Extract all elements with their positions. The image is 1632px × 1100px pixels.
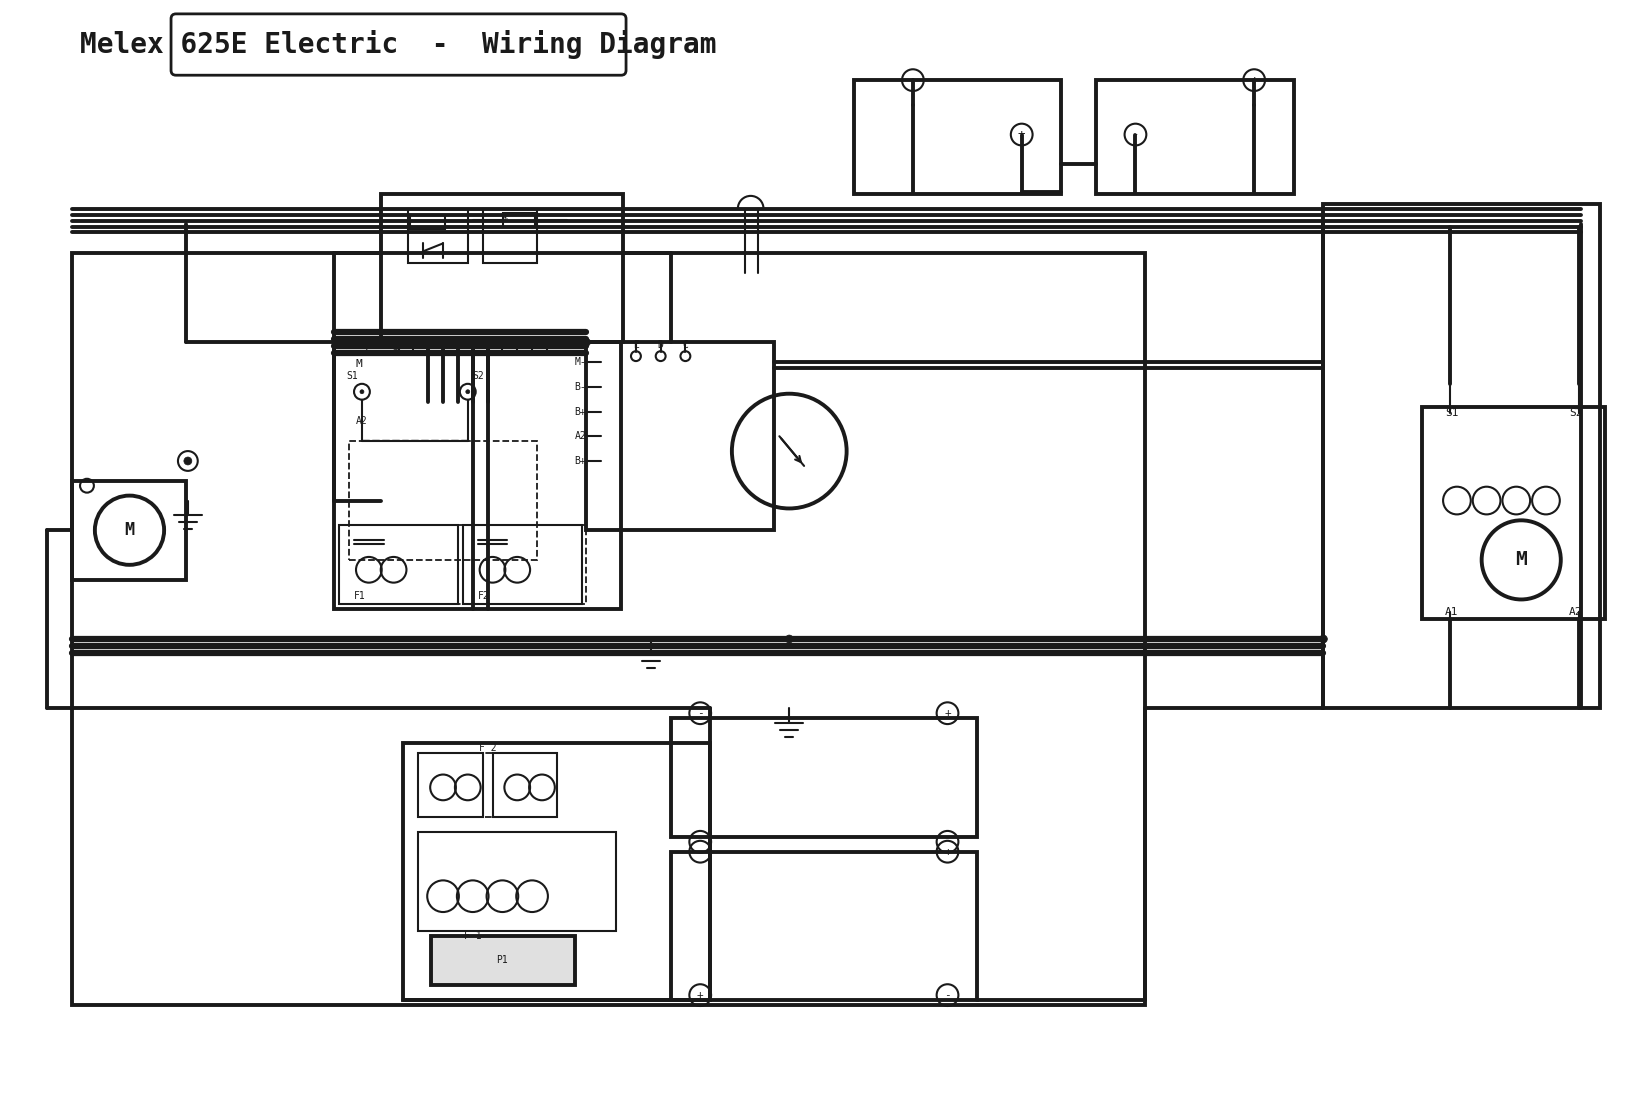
Bar — [335, 342, 620, 609]
Text: +: + — [943, 708, 950, 718]
Bar — [462, 526, 581, 604]
Text: -: - — [697, 708, 703, 718]
Text: -: - — [697, 847, 703, 857]
Text: S2: S2 — [1568, 408, 1581, 418]
Bar — [503, 212, 535, 227]
Circle shape — [184, 456, 191, 465]
Text: +: + — [1250, 74, 1257, 87]
Bar — [418, 752, 557, 817]
Bar — [403, 742, 710, 1000]
Text: F   e: F e — [364, 342, 398, 352]
Text: B-: B- — [574, 382, 586, 392]
Bar — [671, 851, 976, 1000]
Text: M-: M- — [574, 358, 586, 367]
Text: A2: A2 — [1568, 607, 1581, 617]
Text: A2: A2 — [574, 431, 586, 441]
Bar — [1322, 204, 1599, 708]
Bar — [339, 526, 457, 604]
Bar — [671, 718, 976, 837]
Bar — [483, 209, 537, 263]
Bar — [349, 441, 537, 560]
Bar — [854, 80, 1061, 194]
Text: F 1: F 1 — [463, 931, 481, 940]
Text: B+: B+ — [574, 456, 586, 466]
Text: +: + — [697, 990, 703, 1000]
Text: S2: S2 — [473, 371, 485, 381]
Text: F2: F2 — [478, 591, 490, 601]
Bar — [410, 214, 446, 229]
Circle shape — [785, 635, 793, 643]
Text: +: + — [1017, 128, 1025, 141]
Text: A1: A1 — [1444, 607, 1457, 617]
Bar — [1421, 407, 1604, 619]
Text: *: * — [501, 214, 508, 224]
Text: M: M — [356, 359, 362, 369]
FancyBboxPatch shape — [171, 14, 625, 75]
Text: D: D — [658, 340, 663, 350]
Text: P1: P1 — [496, 956, 508, 966]
Bar — [380, 194, 623, 342]
Circle shape — [359, 389, 364, 394]
Bar — [408, 209, 467, 263]
Text: M: M — [124, 521, 134, 539]
Text: E: E — [633, 340, 638, 350]
Text: S1: S1 — [346, 371, 357, 381]
Bar — [1095, 80, 1293, 194]
Text: F 2: F 2 — [478, 742, 496, 752]
Bar — [493, 752, 557, 817]
Bar — [339, 526, 586, 604]
Text: F1: F1 — [354, 591, 366, 601]
Text: -: - — [909, 74, 916, 87]
Text: +: + — [943, 847, 950, 857]
Text: M: M — [1514, 550, 1526, 570]
Bar — [72, 481, 186, 580]
Bar — [72, 253, 1144, 1005]
Text: C: C — [682, 340, 689, 350]
Text: S1: S1 — [1444, 408, 1457, 418]
Text: -: - — [1131, 128, 1139, 141]
Circle shape — [468, 339, 477, 346]
Text: -: - — [943, 990, 950, 1000]
Circle shape — [465, 389, 470, 394]
Bar — [418, 752, 483, 817]
Text: B+: B+ — [574, 407, 586, 417]
Text: Melex 625E Electric  -  Wiring Diagram: Melex 625E Electric - Wiring Diagram — [80, 30, 716, 59]
Bar — [431, 936, 574, 986]
Circle shape — [1319, 635, 1327, 643]
Circle shape — [583, 339, 591, 346]
Bar — [418, 832, 615, 931]
Text: A2: A2 — [356, 417, 367, 427]
Bar — [586, 342, 774, 530]
